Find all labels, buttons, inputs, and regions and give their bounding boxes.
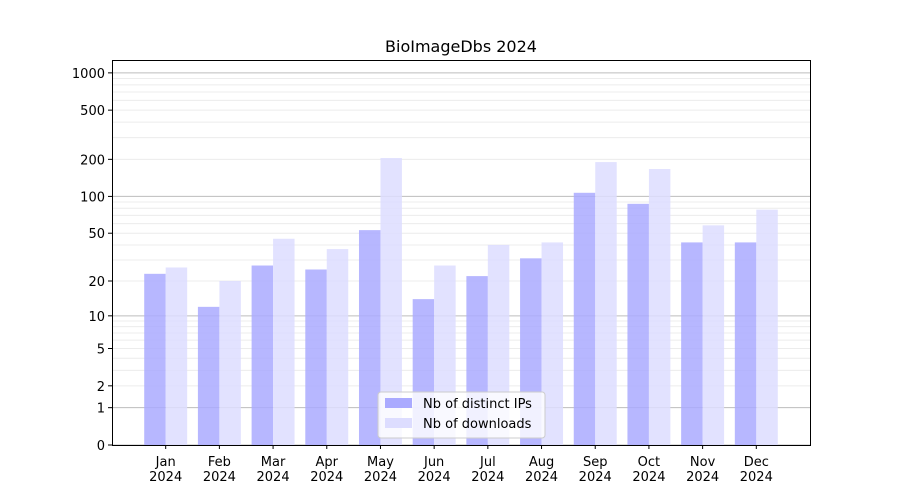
legend-swatch (385, 418, 412, 428)
x-tick-label-year: 2024 (740, 470, 773, 485)
x-tick-label-month: Aug (529, 455, 554, 470)
y-tick-label: 2 (97, 380, 105, 395)
x-tick-label-month: Sep (583, 455, 608, 470)
x-tick-label-year: 2024 (471, 470, 504, 485)
bar-downloads (380, 158, 402, 445)
chart-title: BioImageDbs 2024 (385, 37, 537, 56)
x-tick-label-month: Jul (479, 455, 496, 470)
bar-downloads (702, 225, 725, 445)
x-tick-label-month: Dec (744, 455, 769, 470)
x-tick-label-month: May (367, 455, 394, 470)
x-tick-label-year: 2024 (203, 470, 236, 485)
legend-box (377, 391, 546, 439)
x-tick-label-year: 2024 (257, 470, 290, 485)
x-tick-label-year: 2024 (579, 470, 612, 485)
bar-ips (358, 230, 381, 445)
bar-ips (627, 203, 649, 445)
legend-label: Nb of distinct IPs (423, 397, 532, 412)
legend-label: Nb of downloads (423, 417, 532, 432)
y-axis: 0 1 2 5 10 20 50 100 200 500 1000 (72, 67, 112, 454)
x-tick-label-year: 2024 (686, 470, 719, 485)
x-tick-label-year: 2024 (418, 470, 451, 485)
bar-downloads (541, 242, 564, 445)
x-tick-label-month: Nov (690, 455, 716, 470)
bar-downloads (273, 238, 295, 445)
bar-downloads (595, 162, 617, 446)
legend: Nb of distinct IPs Nb of downloads (377, 391, 546, 439)
x-tick-label-year: 2024 (364, 470, 397, 485)
bar-downloads (165, 267, 188, 445)
x-axis: Jan2024Feb2024Mar2024Apr2024May2024Jun20… (149, 445, 773, 485)
x-tick-label-year: 2024 (149, 470, 182, 485)
y-tick-label: 0 (97, 439, 105, 454)
y-tick-label: 200 (80, 153, 105, 168)
x-tick-label-month: Oct (638, 455, 660, 470)
plot-frame (112, 60, 811, 446)
x-tick-label-month: Apr (316, 455, 339, 470)
bar-ips (251, 265, 274, 445)
bar-ips (144, 273, 166, 445)
x-tick-label-month: Jan (155, 455, 176, 470)
x-tick-label-year: 2024 (632, 470, 665, 485)
y-tick-label: 50 (88, 227, 105, 242)
x-tick-label-year: 2024 (525, 470, 558, 485)
bar-ips (734, 242, 757, 445)
y-tick-label: 1 (97, 402, 105, 417)
y-tick-label: 1000 (72, 67, 105, 82)
bar-downloads (648, 169, 671, 445)
bar-downloads (756, 209, 778, 445)
y-tick-label: 10 (88, 310, 105, 325)
bar-downloads (219, 281, 241, 445)
bar-ips (573, 192, 596, 445)
x-tick-label-month: Feb (208, 455, 231, 470)
x-tick-label-month: Mar (261, 455, 286, 470)
bar-ips (681, 242, 703, 445)
bar-downloads (326, 249, 349, 445)
y-tick-label: 100 (80, 190, 105, 205)
bar-ips (305, 269, 327, 445)
x-tick-label-year: 2024 (310, 470, 343, 485)
bar-ips (197, 306, 220, 445)
y-tick-label: 500 (80, 104, 105, 119)
legend-swatch (385, 398, 412, 408)
y-tick-label: 20 (88, 275, 105, 290)
x-tick-label-month: Jun (423, 455, 444, 470)
y-tick-label: 5 (97, 342, 105, 357)
